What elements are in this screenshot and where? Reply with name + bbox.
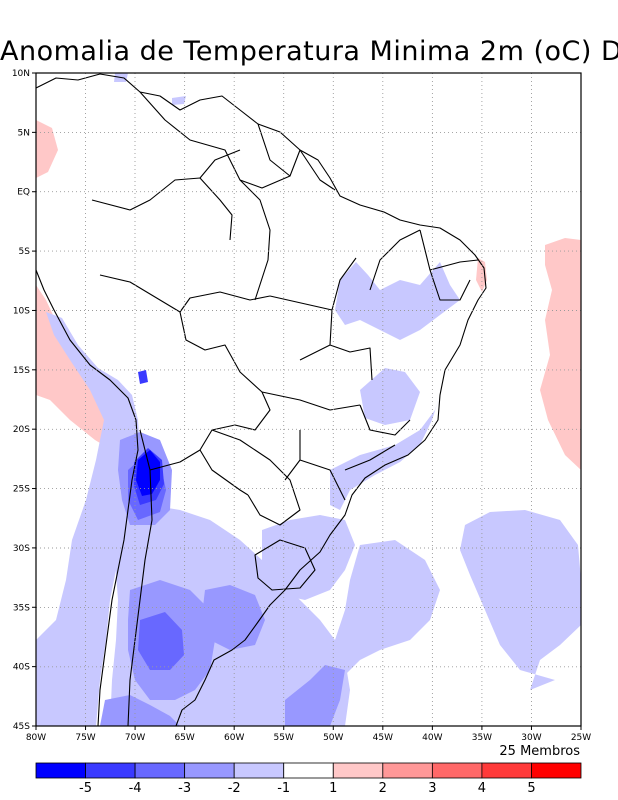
colorbar-label: -2 [228, 781, 241, 796]
lon-tick-label: 45W [373, 733, 393, 743]
cold-anomaly-amazon-spot [172, 96, 186, 105]
colorbar-label: 4 [478, 781, 486, 796]
colorbar-swatch [134, 762, 186, 779]
lat-tick-label: EQ [17, 188, 30, 198]
continent-outline [36, 73, 487, 726]
colorbar-swatch [283, 762, 334, 779]
members-label: 25 Membros [499, 744, 580, 759]
border-venezuela [139, 91, 291, 189]
lon-tick-label: 50W [323, 733, 343, 743]
colorbar-label: 2 [379, 781, 387, 796]
colorbar-label: 3 [428, 781, 436, 796]
lat-tick-label: 35S [13, 603, 30, 613]
colorbar-label: 1 [329, 781, 337, 796]
colorbar-label: -3 [178, 781, 191, 796]
border-uruguay [254, 539, 316, 591]
cold-anomaly-south-brazil [262, 515, 355, 600]
border-colombia [91, 177, 233, 241]
lon-tick-label: 40W [422, 733, 442, 743]
warm-anomaly-atlantic [540, 238, 581, 470]
anomaly-shading [36, 73, 581, 726]
colorbar-swatch [531, 762, 582, 779]
brazil-states-1 [261, 257, 373, 411]
cold-anomaly-atlantic-east [460, 510, 581, 690]
lon-tick-label: 75W [75, 733, 95, 743]
cold-anomaly-atlantic-deep [285, 665, 345, 726]
lon-tick-label: 65W [174, 733, 194, 743]
lon-tick-label: 55W [274, 733, 294, 743]
colorbar-swatch [233, 762, 285, 779]
border-argentina-chile [127, 429, 153, 726]
cold-anomaly-patagonia-core [138, 612, 184, 670]
lat-tick-label: 15S [13, 366, 30, 376]
colorbar-swatch [431, 762, 483, 779]
lon-tick-label: 80W [26, 733, 46, 743]
colorbar-swatch [184, 762, 235, 779]
warm-anomaly-pacific-north [36, 120, 58, 178]
cold-anomaly-south-tip [100, 695, 180, 726]
cold-anomaly-central-brazil [360, 368, 420, 425]
latitude-axis: 10N 5N EQ 5S 10S 15S 20S 25S 30S 35S 40S 45S [12, 69, 36, 732]
lat-tick-label: 25S [13, 485, 30, 495]
lon-tick-label: 30W [521, 733, 541, 743]
brazil-states-4 [199, 149, 271, 301]
brazil-states-2 [284, 404, 411, 501]
lon-tick-label: 35W [472, 733, 492, 743]
cold-anomaly-peru-spot [138, 370, 148, 384]
colorbar-swatch [382, 762, 433, 779]
lon-tick-label: 25W [571, 733, 591, 743]
lat-tick-label: 40S [13, 663, 30, 673]
cold-anomaly-northeast-brazil [335, 262, 460, 340]
gridlines [36, 73, 581, 726]
colorbar-swatch [35, 762, 86, 779]
border-argentina-north [149, 449, 249, 496]
longitude-axis: 80W 75W 70W 65W 60W 55W 50W 45W 40W 35W 30W 25W [26, 726, 591, 743]
cold-anomaly-altiplano-peak [136, 450, 160, 496]
border-paraguay [211, 429, 301, 526]
colorbar-swatch [481, 762, 532, 779]
lat-tick-label: 45S [13, 722, 30, 732]
colorbar-label: -4 [129, 781, 142, 796]
colorbar-label: -5 [79, 781, 92, 796]
brazil-states-3 [369, 229, 479, 301]
colorbar-label: 5 [527, 781, 535, 796]
lon-tick-label: 60W [224, 733, 244, 743]
colorbar-swatch [85, 762, 136, 779]
map-title: Anomalia de Temperatura Minima 2m (oC) D… [0, 36, 618, 67]
colorbar-swatch [332, 762, 384, 779]
lat-tick-label: 5N [18, 128, 30, 138]
lat-tick-label: 10N [12, 69, 30, 79]
cold-anomaly-chile-coast [36, 312, 140, 726]
colorbar: -5 -4 -3 -2 -1 1 2 3 4 5 [35, 762, 582, 796]
colorbar-label: -1 [277, 781, 290, 796]
lon-tick-label: 70W [125, 733, 145, 743]
lat-tick-label: 30S [13, 544, 30, 554]
lat-tick-label: 20S [13, 425, 30, 435]
border-guianas [257, 123, 336, 191]
warm-anomaly-northeast-coast [476, 258, 487, 292]
lat-tick-label: 5S [19, 247, 31, 257]
cold-anomaly-southeast-brazil [330, 395, 440, 510]
map-frame [35, 72, 582, 727]
lat-tick-label: 10S [13, 306, 30, 316]
